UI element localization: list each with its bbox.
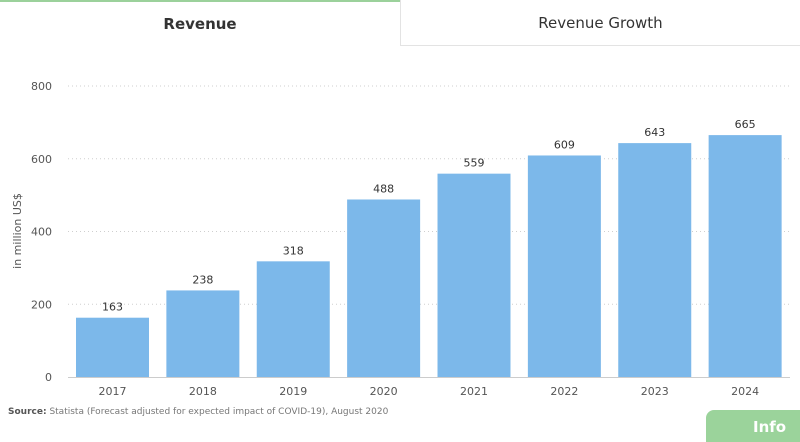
data-label-2019: 318 — [283, 244, 304, 257]
x-tick-label-2020: 2020 — [370, 385, 398, 398]
bar-2020 — [347, 199, 421, 377]
data-label-2022: 609 — [554, 138, 575, 151]
bar-2019 — [256, 261, 330, 377]
info-button-label: Info — [753, 418, 787, 436]
data-label-2023: 643 — [644, 126, 665, 139]
data-label-2018: 238 — [192, 273, 213, 286]
tab-revenue-growth-label: Revenue Growth — [538, 13, 663, 32]
bar-2018 — [166, 290, 240, 377]
x-tick-label-2023: 2023 — [641, 385, 669, 398]
data-label-2024: 665 — [735, 118, 756, 131]
source-note: Source: Statista (Forecast adjusted for … — [8, 407, 388, 417]
x-tick-label-2019: 2019 — [279, 385, 307, 398]
revenue-bar-chart: 0 200 400 600 800 in million US$ 163 2017 238 201… — [11, 80, 790, 398]
y-tick-label: 200 — [31, 298, 52, 311]
info-button[interactable]: Info — [706, 410, 800, 442]
bar-2022 — [527, 155, 601, 377]
bar-2017 — [76, 317, 149, 377]
data-label-2017: 163 — [102, 301, 123, 314]
x-tick-label-2021: 2021 — [460, 385, 488, 398]
x-tick-label-2017: 2017 — [99, 385, 127, 398]
source-label: Source: — [8, 407, 47, 417]
x-tick-label-2022: 2022 — [550, 385, 578, 398]
y-tick-label: 800 — [31, 80, 52, 93]
y-tick-label: 400 — [31, 226, 52, 239]
y-axis-label: in million US$ — [11, 193, 24, 269]
data-label-2021: 559 — [464, 157, 485, 170]
tab-revenue-label: Revenue — [163, 15, 237, 33]
source-text: Statista (Forecast adjusted for expected… — [49, 407, 389, 417]
y-tick-label: 600 — [31, 153, 52, 166]
y-tick-label: 0 — [45, 371, 52, 384]
data-label-2020: 488 — [373, 182, 394, 195]
chart-tabs: Revenue Revenue Growth — [0, 0, 800, 46]
tab-revenue[interactable]: Revenue — [0, 0, 400, 46]
bar-2024 — [708, 135, 782, 377]
tab-revenue-growth[interactable]: Revenue Growth — [400, 0, 800, 46]
x-tick-label-2018: 2018 — [189, 385, 217, 398]
bar-2021 — [437, 173, 511, 377]
bar-2023 — [618, 143, 692, 377]
x-tick-label-2024: 2024 — [731, 385, 759, 398]
